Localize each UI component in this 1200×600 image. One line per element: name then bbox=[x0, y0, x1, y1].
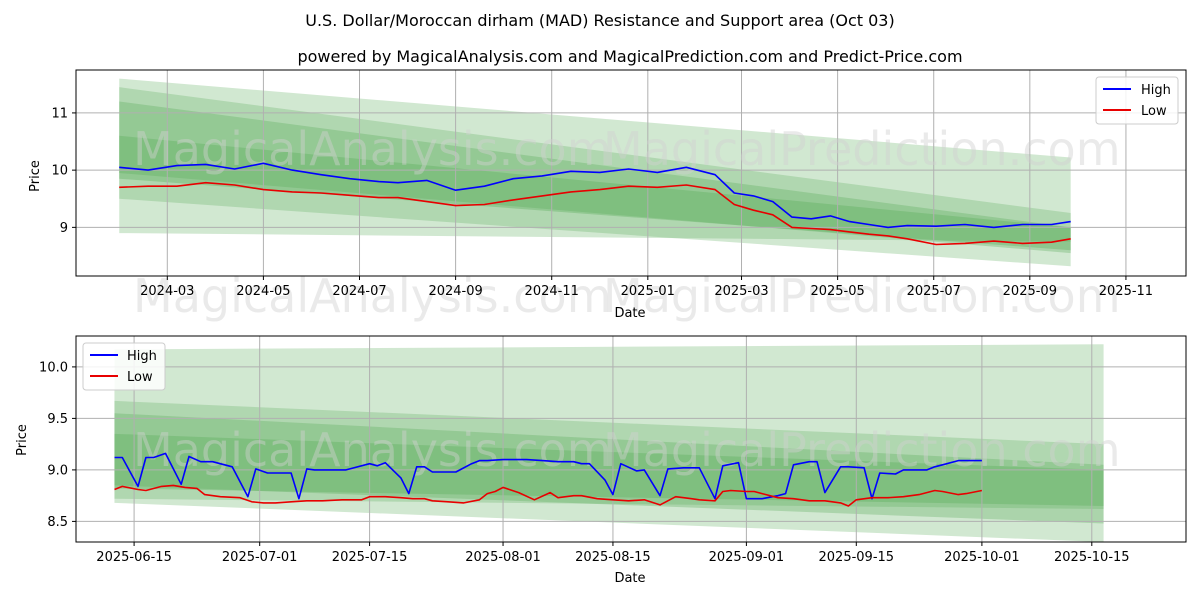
top-legend: High Low bbox=[1095, 76, 1179, 125]
series-line-low bbox=[114, 484, 983, 507]
band-3 bbox=[119, 135, 1071, 251]
x-tick-label: 2025-08-15 bbox=[575, 550, 651, 565]
series-line-high bbox=[119, 162, 1071, 229]
y-tick-label: 9.0 bbox=[47, 463, 68, 478]
legend-low-label: Low bbox=[127, 370, 153, 385]
bottom-ylabel: Price bbox=[15, 424, 30, 456]
bottom-xlabel: Date bbox=[614, 571, 645, 586]
x-tick-label: 2025-01 bbox=[621, 284, 675, 299]
watermark-text: MagicalAnalysis.com bbox=[133, 423, 612, 477]
x-tick-label: 2025-10-15 bbox=[1054, 550, 1130, 565]
bottom-chart: MagicalAnalysis.com MagicalPrediction.co… bbox=[15, 335, 1187, 586]
band-1 bbox=[119, 87, 1071, 267]
x-tick-label: 2024-09 bbox=[428, 284, 482, 299]
x-tick-label: 2024-05 bbox=[236, 284, 290, 299]
watermark-text: MagicalAnalysis.com bbox=[133, 269, 612, 323]
top-watermark: MagicalAnalysis.com MagicalPrediction.co… bbox=[133, 122, 1121, 323]
y-tick-label: 10.0 bbox=[39, 360, 68, 375]
chart-subtitle: powered by MagicalAnalysis.com and Magic… bbox=[297, 47, 962, 66]
watermark-text: MagicalPrediction.com bbox=[603, 423, 1121, 477]
x-tick-label: 2025-03 bbox=[714, 284, 768, 299]
x-tick-label: 2025-11 bbox=[1099, 284, 1153, 299]
bottom-ticks: 2025-06-15 2025-07-01 2025-07-15 2025-08-01… bbox=[39, 360, 1130, 565]
watermark-text: MagicalPrediction.com bbox=[603, 269, 1121, 323]
watermark-text: MagicalPrediction.com bbox=[603, 122, 1121, 176]
y-tick-label: 10 bbox=[51, 164, 68, 179]
x-tick-label: 2024-07 bbox=[332, 284, 386, 299]
x-tick-label: 2025-07-15 bbox=[332, 550, 408, 565]
y-tick-label: 9 bbox=[60, 221, 68, 236]
watermark-text: MagicalAnalysis.com bbox=[133, 122, 612, 176]
top-ticks: 2024-03 2024-05 2024-07 2024-09 2024-11 2025-… bbox=[51, 106, 1153, 299]
x-tick-label: 2025-09 bbox=[1003, 284, 1057, 299]
legend-high-label: High bbox=[1141, 83, 1171, 98]
x-tick-label: 2025-09-01 bbox=[709, 550, 785, 565]
top-plot-frame bbox=[75, 69, 1187, 277]
top-bands bbox=[119, 78, 1071, 267]
top-xlabel: Date bbox=[614, 306, 645, 321]
band-2 bbox=[119, 101, 1071, 254]
bottom-watermark: MagicalAnalysis.com MagicalPrediction.co… bbox=[133, 423, 1121, 477]
series-line-high bbox=[114, 452, 982, 500]
bottom-plot-frame bbox=[75, 335, 1187, 543]
y-tick-label: 9.5 bbox=[47, 412, 68, 427]
bottom-legend: High Low bbox=[82, 342, 166, 391]
bottom-grid bbox=[76, 336, 1186, 542]
x-tick-label: 2025-07 bbox=[907, 284, 961, 299]
legend-high-label: High bbox=[127, 349, 157, 364]
x-tick-label: 2025-07-01 bbox=[222, 550, 298, 565]
chart-title: U.S. Dollar/Moroccan dirham (MAD) Resist… bbox=[305, 11, 894, 30]
top-series bbox=[119, 162, 1071, 246]
band-0 bbox=[119, 78, 1071, 242]
bottom-series bbox=[114, 452, 983, 507]
legend-low-label: Low bbox=[1141, 104, 1167, 119]
y-tick-label: 8.5 bbox=[47, 515, 68, 530]
top-chart: MagicalAnalysis.com MagicalPrediction.co… bbox=[28, 69, 1187, 323]
x-tick-label: 2025-09-15 bbox=[819, 550, 895, 565]
x-tick-label: 2024-03 bbox=[140, 284, 194, 299]
x-tick-label: 2025-10-01 bbox=[944, 550, 1020, 565]
top-ylabel: Price bbox=[28, 160, 43, 192]
x-tick-label: 2024-11 bbox=[525, 284, 579, 299]
y-tick-label: 11 bbox=[51, 106, 68, 121]
x-tick-label: 2025-06-15 bbox=[96, 550, 172, 565]
bottom-plot-area bbox=[76, 336, 1186, 542]
series-line-low bbox=[119, 181, 1071, 246]
x-tick-label: 2025-08-01 bbox=[465, 550, 541, 565]
x-tick-label: 2025-05 bbox=[810, 284, 864, 299]
